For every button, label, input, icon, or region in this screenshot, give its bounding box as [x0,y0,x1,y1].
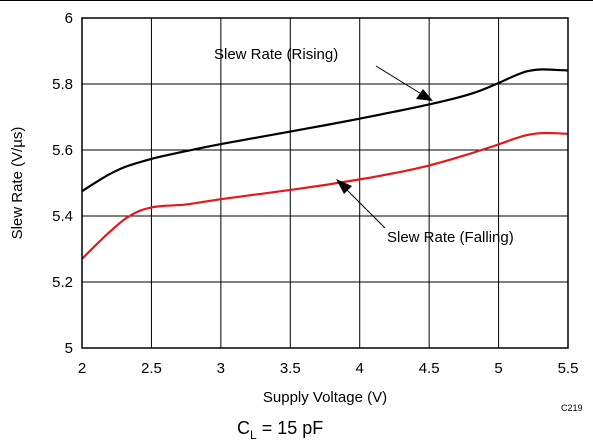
chart-code: C219 [561,403,583,413]
annotation-rising-label: Slew Rate (Rising) [214,46,338,63]
x-tick-label: 2 [78,360,86,377]
x-tick-label: 5 [494,360,502,377]
annotation-rising-leader [375,65,424,96]
x-tick-label: 4 [356,360,364,377]
x-axis-title: Supply Voltage (V) [263,389,387,406]
y-tick-label: 5.8 [52,76,73,93]
x-tick-labels: 2 2.5 3 3.5 4 4.5 5 5.5 [78,360,579,377]
x-tick-label: 3.5 [280,360,301,377]
x-tick-label: 4.5 [419,360,440,377]
load-condition-subscript: L [250,428,257,442]
annotation-falling-label: Slew Rate (Falling) [387,229,514,246]
y-tick-label: 5.4 [52,208,73,225]
x-tick-label: 2.5 [141,360,162,377]
x-tick-label: 5.5 [558,360,579,377]
y-tick-label: 5 [65,340,73,357]
annotation-falling-arrowhead [336,179,352,194]
series-line-rising [81,68,569,193]
x-tick-label: 3 [217,360,225,377]
series-layer [81,68,569,260]
load-condition: CL = 15 pF [237,418,323,442]
y-tick-labels: 5 5.2 5.4 5.6 5.8 6 [52,10,73,357]
series-line-falling [81,131,569,260]
y-axis-title: Slew Rate (V/µs) [9,127,26,240]
load-condition-value: = 15 pF [257,418,324,438]
grid [81,17,569,349]
annotation-rising-arrowhead [416,89,433,101]
plot-frame [81,17,569,349]
load-condition-main: C [237,418,250,438]
annotation-falling-leader [344,187,386,229]
y-tick-label: 5.6 [52,142,73,159]
y-tick-label: 5.2 [52,274,73,291]
y-tick-label: 6 [65,10,73,27]
plot-background [82,18,568,348]
